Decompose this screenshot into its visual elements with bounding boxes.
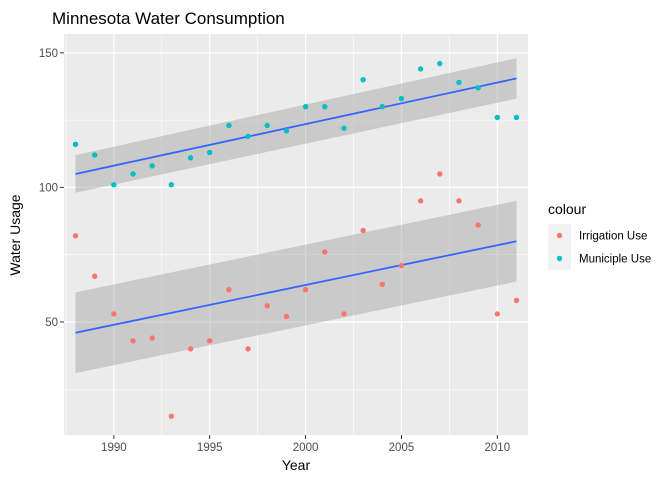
data-point: [187, 155, 194, 161]
trend-line: [75, 240, 517, 334]
data-point: [417, 66, 424, 72]
data-point: [111, 311, 117, 317]
trend-line: [75, 77, 517, 175]
chart-title: Minnesota Water Consumption: [52, 9, 285, 28]
data-point: [379, 103, 385, 110]
y-tick-label: 100: [39, 182, 58, 194]
x-axis: 1990 1995 2000 2005 2010: [101, 435, 510, 454]
data-point: [302, 103, 309, 110]
data-point: [130, 338, 136, 344]
data-point: [398, 95, 405, 102]
data-point: [207, 338, 213, 344]
x-tick-label: 2010: [485, 442, 511, 454]
data-point: [149, 163, 155, 169]
data-point: [513, 297, 520, 304]
data-point: [379, 281, 385, 287]
trend-lines: [75, 77, 517, 334]
x-tick-label: 2000: [293, 442, 319, 454]
y-tick-label: 50: [45, 317, 58, 329]
data-point: [226, 286, 232, 293]
legend-label: Irrigation Use: [579, 231, 647, 243]
data-point: [398, 262, 405, 269]
data-point: [302, 286, 309, 293]
data-point: [475, 222, 481, 228]
x-tick-label: 1995: [197, 442, 223, 454]
data-point: [207, 149, 213, 156]
data-point: [72, 233, 79, 239]
y-axis: 50 100 150: [39, 48, 64, 329]
data-point: [283, 128, 290, 134]
y-axis-title: Water Usage: [7, 194, 23, 275]
data-point: [456, 198, 462, 204]
grid-major: [64, 34, 528, 435]
y-tick-label: 150: [39, 48, 58, 60]
data-point: [245, 346, 251, 352]
data-point: [494, 311, 501, 317]
data-point: [341, 311, 347, 317]
legend-title: colour: [548, 201, 586, 217]
data-point: [437, 171, 443, 177]
data-point: [226, 122, 232, 129]
data-point: [322, 249, 328, 255]
x-axis-title: Year: [282, 457, 311, 473]
x-tick-label: 1990: [101, 442, 127, 454]
legend-marker: [556, 255, 563, 262]
data-point: [187, 346, 194, 352]
data-point: [168, 413, 175, 419]
data-point: [91, 152, 98, 158]
data-points: [72, 60, 520, 419]
data-point: [283, 313, 290, 320]
data-point: [360, 77, 366, 83]
data-point: [149, 335, 155, 341]
data-point: [437, 60, 443, 67]
data-point: [494, 114, 501, 121]
legend: colour Irrigation Use Municiple Use: [548, 201, 651, 270]
data-point: [475, 85, 481, 91]
data-point: [245, 133, 251, 139]
data-point: [322, 103, 328, 110]
legend-items: Irrigation Use Municiple Use: [548, 224, 651, 270]
data-point: [513, 114, 520, 121]
data-point: [111, 182, 117, 188]
data-point: [130, 171, 136, 177]
plot-panel: [64, 34, 528, 435]
legend-marker: [556, 232, 563, 239]
x-tick-label: 2005: [389, 442, 415, 454]
data-point: [341, 125, 347, 131]
data-point: [417, 198, 424, 204]
legend-label: Municiple Use: [579, 254, 651, 266]
data-point: [168, 182, 175, 188]
data-point: [72, 141, 79, 148]
data-point: [456, 79, 462, 86]
data-point: [360, 227, 366, 234]
data-point: [264, 303, 270, 309]
data-point: [91, 273, 98, 279]
data-point: [264, 122, 270, 129]
